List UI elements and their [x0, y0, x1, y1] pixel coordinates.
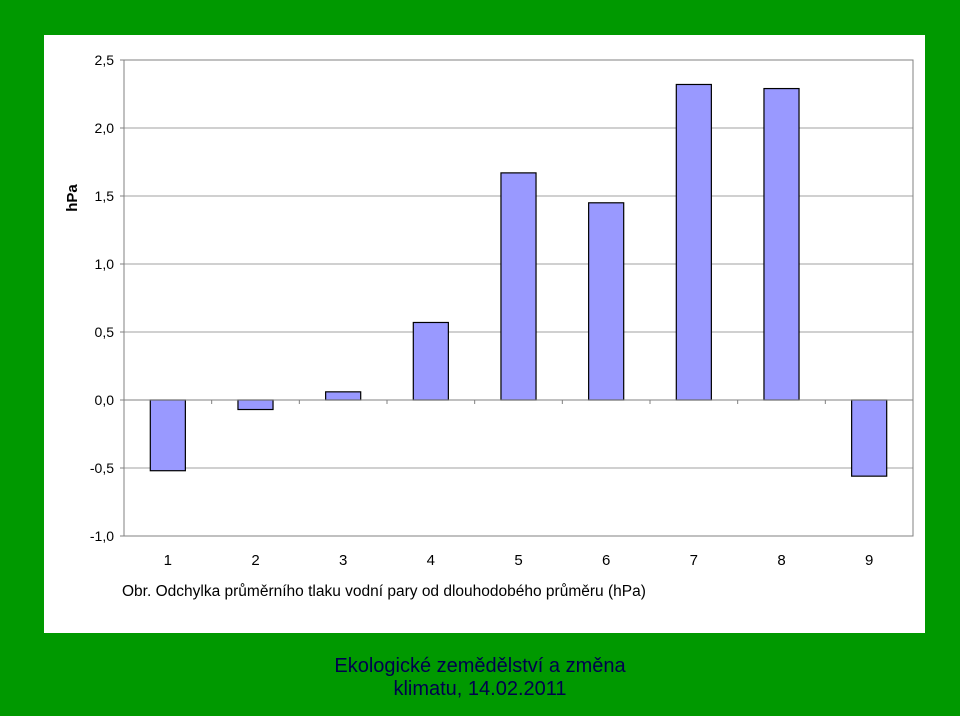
x-tick-label: 9 — [865, 552, 873, 569]
y-tick-label: 0,0 — [95, 392, 115, 408]
x-tick-label: 6 — [602, 552, 610, 569]
bar — [851, 399, 888, 477]
x-tick-label: 8 — [777, 552, 785, 569]
x-tick-label: 2 — [251, 552, 259, 569]
x-tick-label: 7 — [690, 552, 698, 569]
bar — [149, 399, 186, 472]
bar — [675, 83, 712, 401]
y-tick-label: 1,0 — [95, 256, 115, 272]
y-tick-label: -0,5 — [90, 460, 114, 476]
y-tick-label: 1,5 — [95, 188, 115, 204]
x-tick-label: 5 — [514, 552, 522, 569]
footer-line-1: Ekologické zemědělství a změna — [334, 655, 626, 677]
bar — [237, 399, 274, 411]
plot-frame — [123, 59, 914, 537]
axes — [120, 59, 914, 537]
footer: Ekologické zemědělství a změna klimatu, … — [0, 655, 960, 701]
y-tick-label: 2,5 — [95, 52, 115, 68]
y-tick-label: -1,0 — [90, 528, 114, 544]
y-tick-label: 0,5 — [95, 324, 115, 340]
tick-labels: -1,0 -0,5 0,0 0,5 1,0 1,5 2,0 2,5 1 2 3 4 5 6 7 8 9 hPa — [64, 52, 873, 569]
bar — [500, 172, 537, 401]
bar — [763, 87, 800, 401]
bar — [412, 321, 449, 401]
x-tick-label: 3 — [339, 552, 347, 569]
y-axis-title: hPa — [64, 184, 81, 212]
bar — [325, 391, 362, 401]
bars — [149, 83, 888, 477]
y-tick-label: 2,0 — [95, 120, 115, 136]
footer-line-2: klimatu, 14.02.2011 — [393, 678, 567, 700]
bar — [588, 202, 625, 401]
chart-caption: Obr. Odchylka průměrního tlaku vodní par… — [122, 583, 646, 600]
x-tick-label: 1 — [164, 552, 172, 569]
x-tick-label: 4 — [427, 552, 435, 569]
